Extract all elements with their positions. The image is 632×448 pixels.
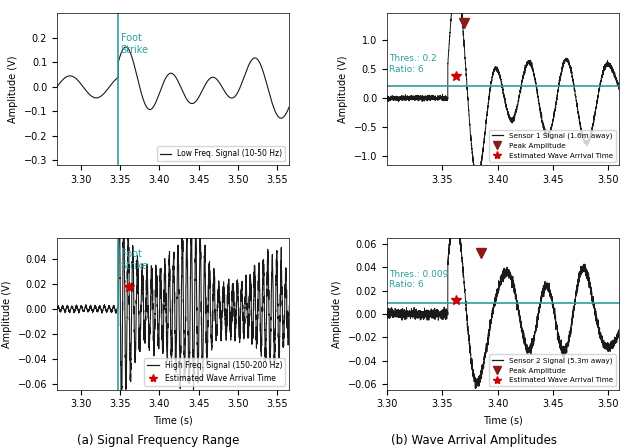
Legend: Sensor 2 Signal (5.3m away), Peak Amplitude, Estimated Wave Arrival Time: Sensor 2 Signal (5.3m away), Peak Amplit… <box>489 354 616 386</box>
Legend: Low Freq. Signal (10-50 Hz): Low Freq. Signal (10-50 Hz) <box>157 146 286 161</box>
Legend: High Freq. Signal (150-200 Hz), Estimated Wave Arrival Time: High Freq. Signal (150-200 Hz), Estimate… <box>144 358 286 386</box>
Y-axis label: Amplitude (V): Amplitude (V) <box>8 56 18 123</box>
Text: (b) Wave Arrival Amplitudes: (b) Wave Arrival Amplitudes <box>391 434 557 447</box>
X-axis label: Time (s): Time (s) <box>483 415 523 425</box>
Legend: Sensor 1 Signal (1.6m away), Peak Amplitude, Estimated Wave Arrival Time: Sensor 1 Signal (1.6m away), Peak Amplit… <box>489 130 616 162</box>
Text: (a) Signal Frequency Range: (a) Signal Frequency Range <box>77 434 239 447</box>
Text: Thres.: 0.009
Ratio: 6: Thres.: 0.009 Ratio: 6 <box>389 270 449 289</box>
Text: Foot
Strike: Foot Strike <box>121 249 149 271</box>
Y-axis label: Amplitude (V): Amplitude (V) <box>338 56 348 123</box>
X-axis label: Time (s): Time (s) <box>153 415 193 425</box>
Y-axis label: Amplitude (V): Amplitude (V) <box>332 280 342 348</box>
Text: Foot
Strike: Foot Strike <box>121 33 149 55</box>
Y-axis label: Amplitude (V): Amplitude (V) <box>2 280 12 348</box>
Text: Thres.: 0.2
Ratio: 6: Thres.: 0.2 Ratio: 6 <box>389 54 437 73</box>
